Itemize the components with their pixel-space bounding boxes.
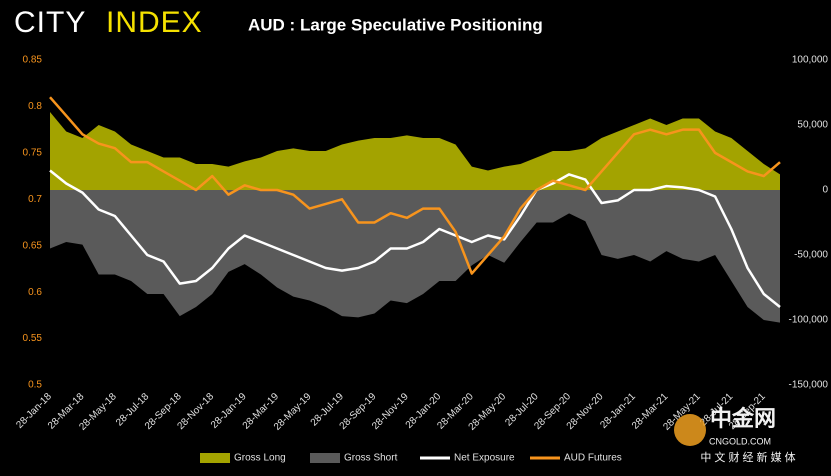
watermark-icon	[674, 414, 706, 446]
legend-swatch	[310, 453, 340, 463]
area	[50, 112, 780, 190]
y-tick-label: 0.8	[28, 101, 42, 112]
y-tick-label: 0.6	[28, 287, 42, 298]
y2-tick-label: -50,000	[794, 250, 828, 261]
legend-swatch	[200, 453, 230, 463]
legend-label: Gross Long	[234, 453, 286, 464]
y-tick-label: 0.75	[23, 147, 43, 158]
line	[49, 96, 781, 275]
plot-area	[49, 96, 781, 323]
legend-label: AUD Futures	[564, 453, 622, 464]
y2-tick-label: 50,000	[797, 120, 828, 131]
logo-index: INDEX	[106, 6, 203, 39]
watermark-tagline: 中 文 财 经 新 媒 体	[700, 450, 795, 464]
legend-label: Net Exposure	[454, 453, 515, 464]
y2-tick-label: -100,000	[789, 315, 829, 326]
y-tick-label: 0.65	[23, 240, 43, 251]
y-tick-label: 0.55	[23, 333, 43, 344]
y-tick-label: 0.5	[28, 380, 42, 391]
y2-tick-label: -150,000	[789, 380, 829, 391]
logo-city: CITY	[14, 6, 86, 39]
watermark-site: CNGOLD.COM	[709, 436, 771, 446]
chart-title: AUD : Large Speculative Positioning	[248, 15, 543, 34]
y2-tick-label: 0	[822, 185, 828, 196]
line	[49, 169, 781, 308]
area	[50, 190, 780, 323]
y-tick-label: 0.85	[23, 55, 43, 66]
legend-label: Gross Short	[344, 453, 398, 464]
watermark-name: 中金网	[710, 406, 776, 431]
y-tick-label: 0.7	[28, 194, 42, 205]
y2-tick-label: 100,000	[792, 55, 829, 66]
